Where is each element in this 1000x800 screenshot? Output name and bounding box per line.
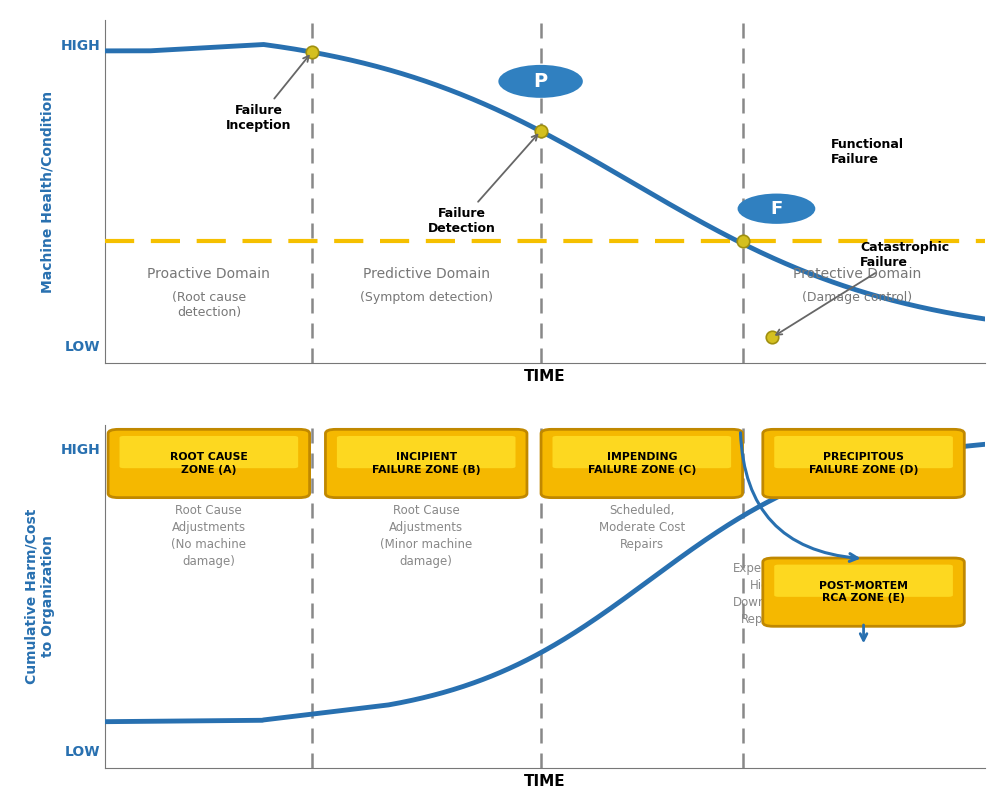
FancyBboxPatch shape <box>763 430 964 498</box>
Text: (Damage control): (Damage control) <box>802 291 912 304</box>
X-axis label: TIME: TIME <box>524 369 566 384</box>
Text: (Root cause
detection): (Root cause detection) <box>172 291 246 319</box>
FancyBboxPatch shape <box>774 436 953 468</box>
Text: Predictive Domain: Predictive Domain <box>363 267 490 281</box>
FancyBboxPatch shape <box>541 430 743 498</box>
FancyBboxPatch shape <box>552 436 731 468</box>
Y-axis label: Machine Health/Condition: Machine Health/Condition <box>41 90 55 293</box>
Text: Functional
Failure: Functional Failure <box>831 138 904 166</box>
Text: INCIPIENT
FAILURE ZONE (B): INCIPIENT FAILURE ZONE (B) <box>372 452 480 474</box>
Circle shape <box>498 65 583 98</box>
Text: Proactive Domain: Proactive Domain <box>147 267 270 281</box>
Y-axis label: Cumulative Harm/Cost
to Organization: Cumulative Harm/Cost to Organization <box>25 509 55 684</box>
FancyBboxPatch shape <box>120 436 298 468</box>
FancyBboxPatch shape <box>337 436 516 468</box>
Text: F: F <box>770 200 783 218</box>
FancyBboxPatch shape <box>325 430 527 498</box>
Text: Protective Domain: Protective Domain <box>793 267 922 281</box>
Text: Failure
Detection: Failure Detection <box>427 134 537 234</box>
Text: Scheduled,
Moderate Cost
Repairs: Scheduled, Moderate Cost Repairs <box>599 504 685 550</box>
Text: Expensive
High
Downtime
Repairs: Expensive High Downtime Repairs <box>733 562 793 626</box>
X-axis label: TIME: TIME <box>524 774 566 789</box>
Text: P: P <box>534 72 548 91</box>
Text: Failure
Inception: Failure Inception <box>226 56 309 131</box>
Text: (Symptom detection): (Symptom detection) <box>360 291 493 304</box>
Text: POST-MORTEM
RCA ZONE (E): POST-MORTEM RCA ZONE (E) <box>819 581 908 603</box>
Text: Catastrophic
Failure: Catastrophic Failure <box>776 241 949 335</box>
FancyBboxPatch shape <box>108 430 310 498</box>
Text: IMPENDING
FAILURE ZONE (C): IMPENDING FAILURE ZONE (C) <box>588 452 696 474</box>
FancyBboxPatch shape <box>763 558 964 626</box>
Circle shape <box>738 194 815 224</box>
FancyBboxPatch shape <box>774 565 953 597</box>
Text: PRECIPITOUS
FAILURE ZONE (D): PRECIPITOUS FAILURE ZONE (D) <box>809 452 918 474</box>
Text: ROOT CAUSE
ZONE (A): ROOT CAUSE ZONE (A) <box>170 452 248 474</box>
Text: Root Cause
Adjustments
(No machine
damage): Root Cause Adjustments (No machine damag… <box>171 504 246 568</box>
Text: Root Cause
Adjustments
(Minor machine
damage): Root Cause Adjustments (Minor machine da… <box>380 504 472 568</box>
